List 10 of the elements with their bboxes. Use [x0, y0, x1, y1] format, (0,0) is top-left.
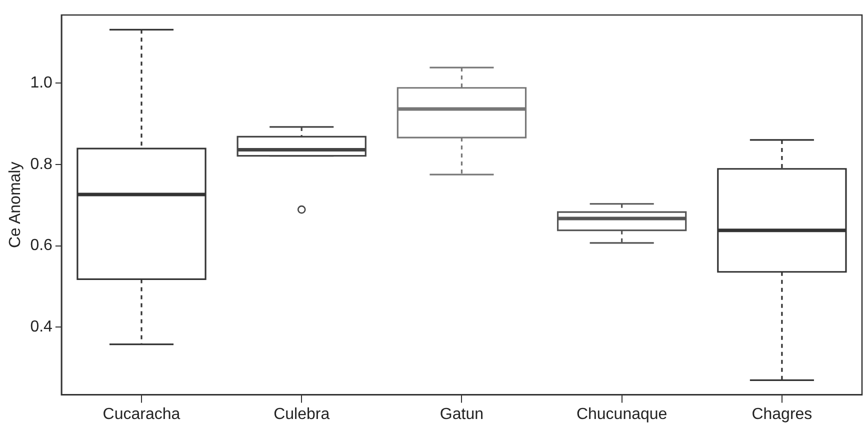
y-tick-label: 0.4	[30, 318, 53, 336]
x-tick-label: Chucunaque	[576, 406, 668, 423]
x-tick-label: Culebra	[274, 406, 330, 423]
y-axis-title: Ce Anomaly	[7, 162, 24, 248]
y-tick-label: 0.8	[30, 156, 53, 173]
y-tick-label: 0.6	[30, 237, 53, 254]
x-tick-label: Gatun	[440, 406, 484, 423]
x-tick-label: Chagres	[752, 406, 812, 423]
x-tick-label: Cucaracha	[102, 406, 180, 423]
y-tick-label: 1.0	[30, 74, 53, 92]
